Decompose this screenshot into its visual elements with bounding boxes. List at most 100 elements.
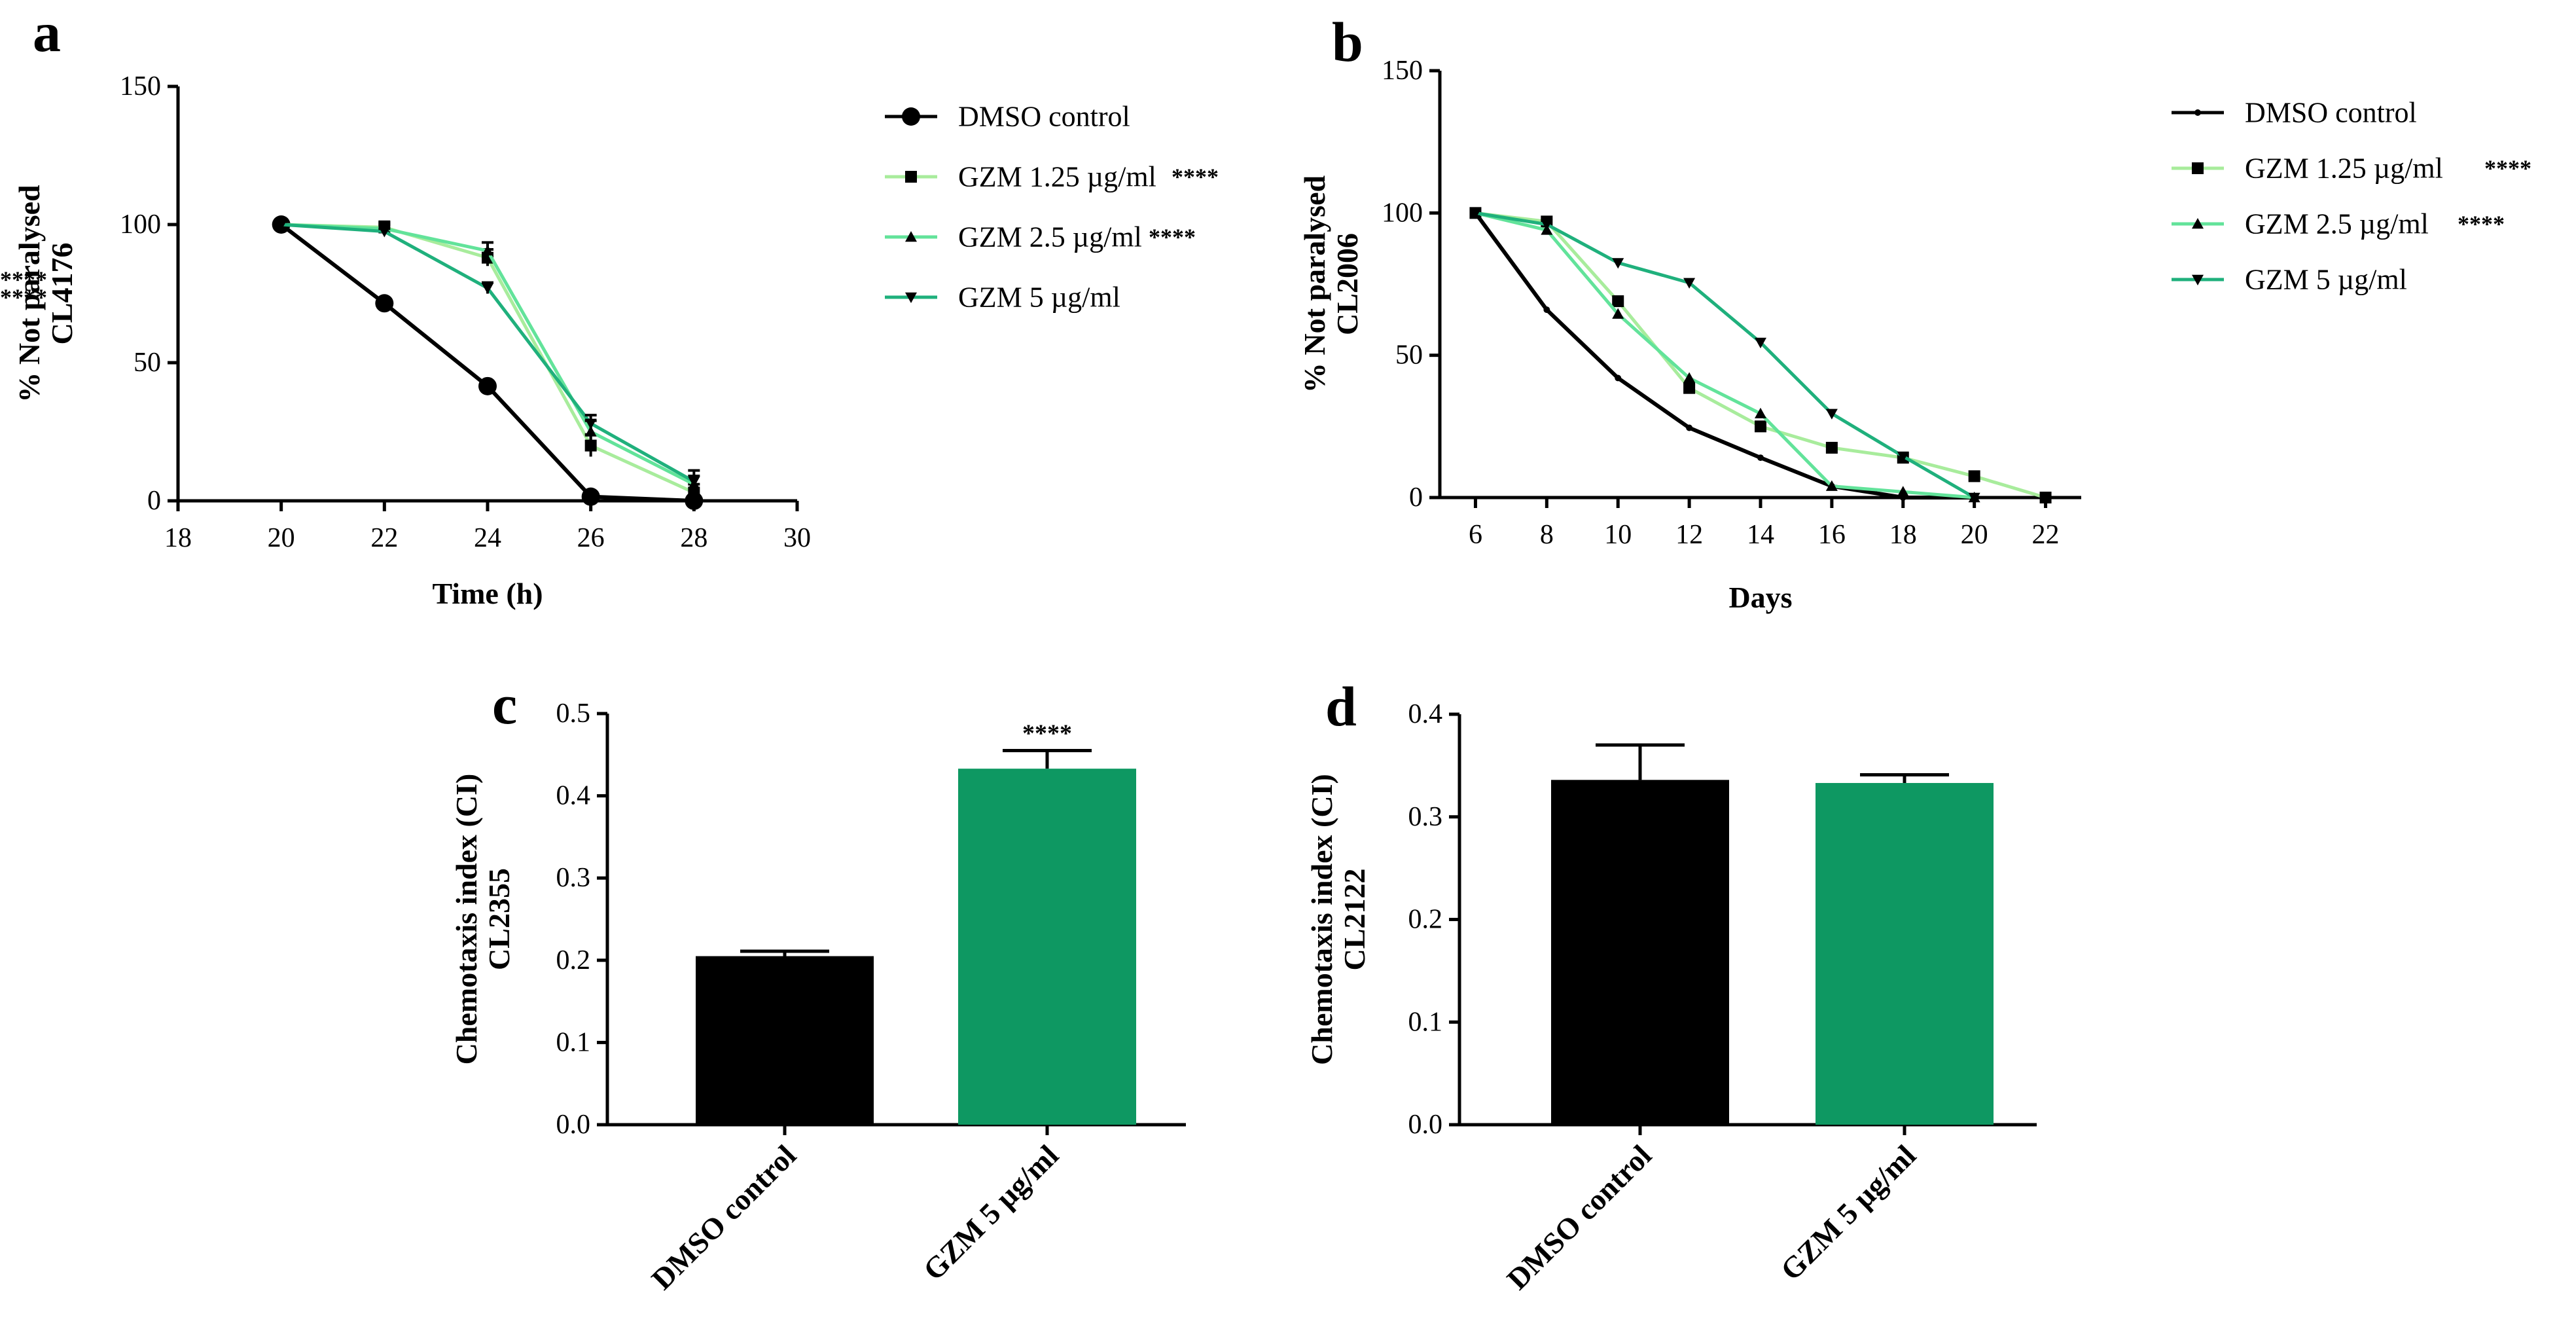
x-tick-label: 10 [1604,520,1632,550]
data-point-gzm5 [1612,258,1624,269]
x-tick-label: 14 [1747,520,1774,550]
data-point-gzm5 [1825,409,1838,420]
data-point-gzm125 [1755,420,1766,433]
data-point-gzm25 [1755,407,1766,418]
x-tick-label: 18 [164,523,192,553]
panel-label-d: d [1325,675,1357,738]
y-tick-label: 0.4 [556,781,591,811]
y-tick-label: 0.2 [1408,905,1443,935]
data-point-gzm125 [1683,382,1696,394]
series-line-gzm5 [1475,211,1975,500]
legend-marker-gzm5 [2192,274,2204,285]
data-point-gzm5 [1541,219,1553,230]
data-point-gzm125 [1612,295,1624,308]
x-tick-label: 16 [1818,520,1846,550]
legend-significance-gzm125: **** [1172,164,1219,190]
data-point-dmso [1757,454,1764,462]
data-point-gzm125 [1825,441,1838,454]
legend-label-dmso: DMSO control [2245,97,2417,129]
legend-label-gzm25: GZM 2.5 µg/ml [2245,208,2429,240]
data-point-gzm5 [1968,492,1980,503]
panel-c-bar-chart: c 0.0 0.1 0.2 0.3 0.4 0.5 Chemotaxis index (CI)… [450,673,1186,1296]
x-tick-label: 30 [783,523,811,553]
data-point-dmso [1615,374,1622,382]
y-axis-title: Chemotaxis index (CI) [1305,774,1338,1065]
legend-marker-dmso [902,107,920,126]
significance-label: **** [1022,720,1072,748]
x-tick-label: 18 [1889,520,1917,550]
x-tick-label: 20 [1961,520,1988,550]
y-tick-label: 0.0 [556,1110,591,1140]
y-tick-label: 0.2 [556,945,591,975]
data-point-gzm5 [482,283,493,295]
y-tick-label: 0 [1409,482,1423,513]
data-point-dmso [375,294,394,313]
x-tick-label: 22 [2032,520,2060,550]
x-category-label: DMSO control [1501,1138,1658,1296]
data-point-gzm5 [378,227,391,238]
series-line-gzm25 [1475,211,1975,500]
y-tick-label: 150 [120,71,161,101]
data-point-gzm25 [1612,308,1624,319]
data-point-dmso [1543,306,1550,314]
data-point-gzm25 [1825,480,1838,491]
data-point-gzm5 [688,477,700,488]
x-tick-label: 12 [1675,520,1703,550]
y-tick-label: 0.1 [1408,1007,1443,1037]
legend-marker-gzm125 [2192,162,2204,174]
data-point-gzm5 [584,418,597,429]
bar-dmso [696,956,874,1125]
panel-a-line-chart: a 0 50 100 150 18 20 22 24 26 28 30 Time (h) % Not pa… [0,1,1219,610]
y-tick-label: 100 [120,209,161,240]
y-tick-label: 0.0 [1408,1110,1443,1140]
series-line-dmso [1474,211,1975,500]
y-axis-title: Chemotaxis index (CI) [450,774,483,1065]
data-point-dmso [581,487,600,506]
data-point-dmso [1686,424,1693,431]
bar-bar_gzm [1816,783,1994,1125]
y-tick-label: 50 [134,348,161,378]
x-category-label: DMSO control [645,1138,803,1296]
y-axis-subtitle: CL2122 [1338,869,1371,971]
legend-label-gzm25: GZM 2.5 µg/ml [958,221,1142,253]
y-axis-subtitle: CL2355 [482,868,516,970]
legend-significance-gzm5: **** [0,266,47,293]
panel-label-c: c [492,673,517,736]
x-category-label: GZM 5 µg/ml [1774,1138,1922,1286]
x-tick-label: 22 [370,523,398,553]
legend-label-gzm125: GZM 1.25 µg/ml [2245,153,2443,185]
legend-label-dmso: DMSO control [958,101,1130,133]
legend-marker-gzm125 [905,171,917,183]
panel-b-line-chart: b 0 50 100 150 6 8 10 12 14 16 18 20 22 Days % Not para… [0,10,2531,614]
x-tick-label: 28 [680,523,707,553]
legend-label-gzm5: GZM 5 µg/ml [958,282,1120,314]
x-tick-label: 24 [474,523,501,553]
data-point-gzm25 [482,245,493,256]
legend-significance-gzm125: **** [2484,155,2531,181]
data-point-gzm25 [1897,486,1909,497]
y-tick-label: 50 [1395,340,1423,371]
legend-marker-gzm5 [905,292,917,303]
y-axis-subtitle: CL2006 [1331,233,1364,335]
x-tick-label: 20 [268,523,295,553]
data-point-dmso [478,376,497,395]
legend-marker-dmso [2194,109,2201,116]
panel-label-b: b [1332,10,1363,73]
x-tick-label: 8 [1540,520,1554,550]
data-point-gzm5 [1897,451,1909,462]
y-tick-label: 0.4 [1408,699,1443,729]
legend-significance-gzm25: **** [1149,224,1196,250]
legend-marker-gzm25 [905,231,917,242]
x-tick-label: 6 [1469,520,1482,550]
data-point-gzm125 [2039,492,2052,503]
y-axis-title: % Not paralysed [12,185,46,403]
bar-bar_gzm [958,769,1136,1125]
legend-significance-gzm25: **** [2458,211,2505,237]
x-axis-title: Time (h) [432,577,543,610]
data-point-gzm125 [1968,470,1980,482]
legend-label-gzm5: GZM 5 µg/ml [2245,264,2407,296]
panel-d-bar-chart: d 0.0 0.1 0.2 0.3 0.4 Chemotaxis index (CI) CL2… [1305,675,2037,1296]
y-tick-label: 0.5 [556,699,591,729]
x-axis-title: Days [1728,581,1792,614]
